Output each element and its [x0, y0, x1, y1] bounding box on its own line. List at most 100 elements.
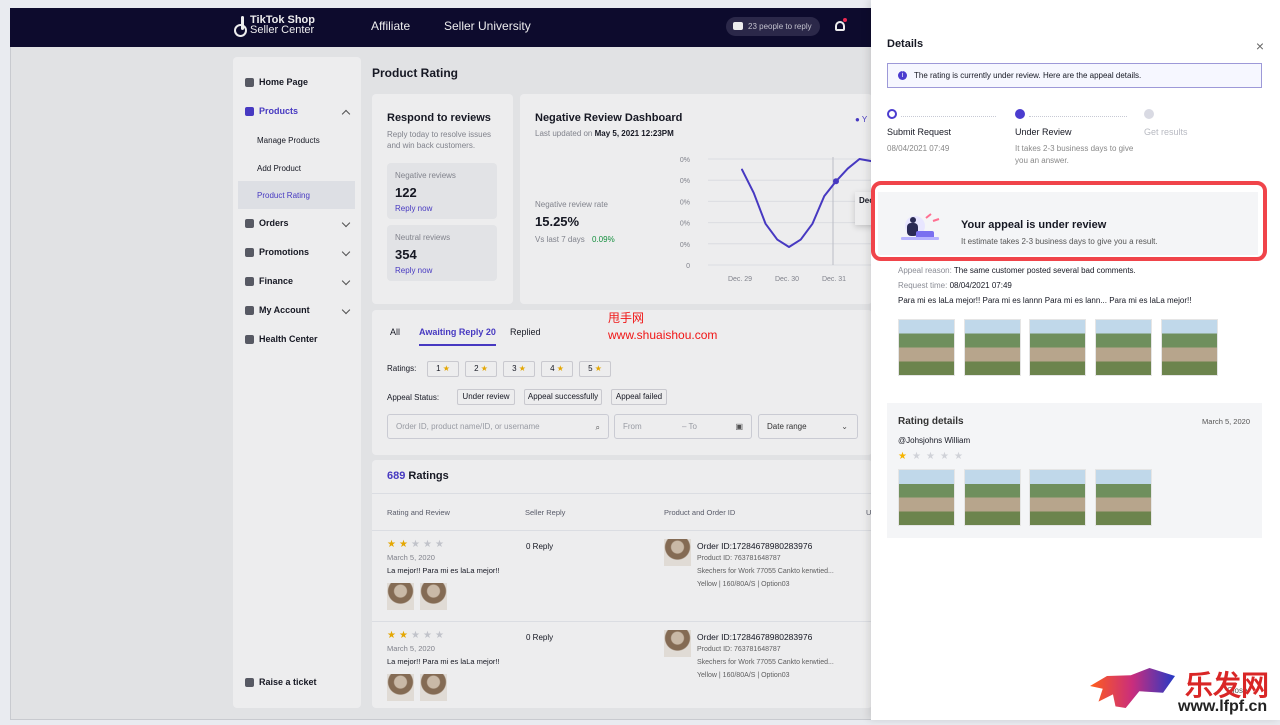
tab-replied[interactable]: Replied — [510, 327, 541, 337]
site-watermark-url: www.shuaishou.com — [608, 328, 718, 342]
star-empty-icon: ★ — [411, 630, 420, 641]
star-icon: ★ — [594, 364, 602, 373]
star-empty-icon: ★ — [411, 539, 420, 550]
rating-photo[interactable] — [1029, 469, 1086, 526]
site-watermark-chinese: 甩手网 — [608, 311, 645, 325]
review-image[interactable] — [387, 583, 414, 610]
sidebar-item-label: Product Rating — [257, 190, 310, 200]
bell-icon[interactable] — [835, 21, 845, 31]
star-empty-icon: ★ — [912, 451, 921, 462]
request-time-label: Request time: — [898, 281, 948, 290]
star-empty-icon: ★ — [435, 630, 444, 641]
orders-icon — [245, 218, 254, 228]
sidebar-item-health-center[interactable]: Health Center — [233, 325, 361, 353]
brand-watermark-name: 乐发网 — [1185, 669, 1270, 702]
ratings-filter-label: Ratings: — [387, 364, 417, 373]
legend-label: Y — [861, 115, 868, 124]
nav-seller-university[interactable]: Seller University — [444, 19, 531, 33]
star-empty-icon: ★ — [423, 539, 432, 550]
appeal-filter-success[interactable]: Appeal successfully — [524, 389, 602, 405]
review-status-alert-text: The rating is currently under review. He… — [914, 71, 1142, 80]
review-image[interactable] — [387, 674, 414, 701]
chart-hover-point[interactable] — [833, 178, 839, 185]
sidebar-item-promotions[interactable]: Promotions — [233, 238, 361, 266]
column-product-order: Product and Order ID — [664, 508, 736, 517]
negative-reply-now-link[interactable]: Reply now — [395, 204, 433, 213]
search-input[interactable]: Order ID, product name/ID, or username ⌕ — [387, 414, 609, 439]
details-drawer: Details × i The rating is currently under… — [871, 0, 1280, 720]
reply-notice-pill[interactable]: 23 people to reply — [726, 17, 820, 36]
appeal-photo[interactable] — [1095, 319, 1152, 376]
sidebar-item-orders[interactable]: Orders — [233, 209, 361, 237]
appeal-photo[interactable] — [898, 319, 955, 376]
tab-all[interactable]: All — [390, 327, 401, 337]
review-image[interactable] — [420, 674, 447, 701]
table-row[interactable]: ★ ★ ★ ★ ★ March 5, 2020 La mejor!! Para mi e… — [372, 530, 872, 618]
sidebar-item-add-product[interactable]: Add Product — [233, 154, 361, 182]
request-time-value: 08/04/2021 07:49 — [949, 281, 1012, 290]
neutral-reviews-value: 354 — [395, 247, 417, 262]
tab-awaiting-reply[interactable]: Awaiting Reply 20 — [419, 327, 496, 346]
step-connector — [901, 116, 996, 117]
rating-filter-4[interactable]: 4 ★ — [541, 361, 573, 377]
star-icon: ★ — [518, 364, 526, 373]
brand-watermark-url: www.lfpf.cn — [1178, 698, 1268, 715]
negative-rate-value: 15.25% — [535, 214, 580, 229]
rating-photo[interactable] — [1095, 469, 1152, 526]
sidebar-item-label: Promotions — [259, 247, 310, 257]
sidebar-item-finance[interactable]: Finance — [233, 267, 361, 295]
raise-ticket-link[interactable]: Raise a ticket — [233, 668, 361, 696]
star-empty-icon: ★ — [926, 451, 935, 462]
negative-rate-line-chart: 100% 80% 60% 40% 20% 0 Dec. 29 Dec. 30 Dec. 31 — [680, 157, 872, 283]
chart-y-tick-label: 80% — [680, 178, 690, 185]
info-icon: i — [898, 71, 907, 80]
sidebar-item-product-rating[interactable]: Product Rating — [238, 181, 355, 209]
date-from-to-input[interactable]: From – To ▣ — [614, 414, 752, 439]
rating-filter-2[interactable]: 2 ★ — [465, 361, 497, 377]
tiktok-shop-logo[interactable]: TikTok Shop Seller Center — [232, 14, 315, 37]
shield-icon — [245, 334, 254, 344]
rating-photo[interactable] — [898, 469, 955, 526]
respond-title: Respond to reviews — [387, 112, 491, 124]
appeal-photo[interactable] — [1161, 319, 1218, 376]
appeal-filter-under-review[interactable]: Under review — [457, 389, 515, 405]
close-label[interactable]: Close — [1227, 686, 1248, 695]
review-text: La mejor!! Para mi es laLa mejor!! — [387, 566, 500, 575]
chevron-down-icon — [341, 276, 351, 286]
appeal-photo[interactable] — [1029, 319, 1086, 376]
sidebar-item-products[interactable]: Products — [233, 97, 361, 125]
appeal-filter-failed[interactable]: Appeal failed — [611, 389, 667, 405]
table-row[interactable]: ★ ★ ★ ★ ★ March 5, 2020 La mejor!! Para mi e… — [372, 621, 872, 709]
sidebar-item-manage-products[interactable]: Manage Products — [233, 126, 361, 154]
sidebar-item-home[interactable]: Home Page — [233, 68, 361, 96]
product-id: Product ID: 763781648787 — [697, 646, 781, 653]
rating-filter-1[interactable]: 1 ★ — [427, 361, 459, 377]
chart-series-line — [741, 158, 872, 248]
date-range-select[interactable]: Date range ⌄ — [758, 414, 858, 439]
search-placeholder: Order ID, product name/ID, or username — [396, 422, 540, 431]
close-icon[interactable]: × — [1255, 38, 1264, 54]
rating-filter-5[interactable]: 5 ★ — [579, 361, 611, 377]
rating-photo[interactable] — [964, 469, 1021, 526]
appeal-photo[interactable] — [964, 319, 1021, 376]
megaphone-icon — [245, 247, 254, 257]
seller-reply-count: 0 Reply — [526, 633, 554, 642]
bull-logo-icon — [1090, 668, 1175, 708]
details-title: Details — [887, 38, 924, 50]
nav-affiliate[interactable]: Affiliate — [371, 19, 411, 33]
updated-prefix: Last updated on — [535, 129, 595, 138]
ratings-count: 689 — [387, 470, 406, 482]
star-empty-icon: ★ — [435, 539, 444, 550]
sidebar-item-my-account[interactable]: My Account — [233, 296, 361, 324]
product-image — [664, 630, 691, 657]
review-image[interactable] — [420, 583, 447, 610]
rating-filter-value: 4 — [550, 364, 555, 373]
logo-brand-line-1: TikTok Shop — [250, 14, 315, 26]
neutral-reply-now-link[interactable]: Reply now — [395, 266, 433, 275]
rating-date: March 5, 2020 — [1202, 417, 1250, 426]
rating-filter-value: 3 — [512, 364, 517, 373]
updated-time: May 5, 2021 12:23PM — [594, 129, 674, 138]
rating-filter-3[interactable]: 3 ★ — [503, 361, 535, 377]
chevron-down-icon — [341, 247, 351, 257]
seller-reply-count: 0 Reply — [526, 542, 554, 551]
